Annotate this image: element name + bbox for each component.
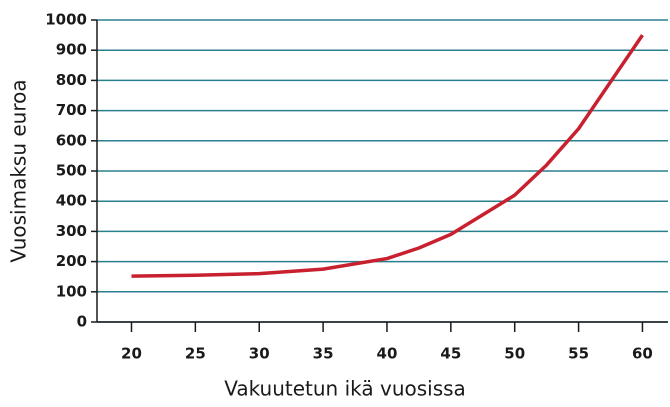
x-tick-label: 35 — [313, 345, 334, 363]
x-tick-label: 25 — [185, 345, 206, 363]
y-tick-label: 700 — [56, 101, 87, 119]
y-tick-label: 200 — [56, 252, 87, 270]
x-tick-label: 20 — [121, 345, 142, 363]
y-tick-label: 100 — [56, 282, 87, 300]
y-tick-label: 0 — [77, 313, 87, 331]
x-tick-label: 40 — [377, 345, 398, 363]
x-axis-title: Vakuutetun ikä vuosissa — [224, 377, 466, 401]
x-tick-label: 60 — [632, 345, 653, 363]
y-tick-label: 600 — [56, 131, 87, 149]
y-tick-label: 800 — [56, 71, 87, 89]
y-tick-label: 900 — [56, 41, 87, 59]
y-tick-label: 1000 — [45, 11, 87, 29]
x-tick-label: 45 — [440, 345, 461, 363]
x-tick-label: 30 — [249, 345, 270, 363]
data-line — [131, 34, 644, 278]
y-tick-label: 500 — [56, 162, 87, 180]
y-tick-label: 400 — [56, 192, 87, 210]
y-tick-label: 300 — [56, 222, 87, 240]
x-tick-label: 50 — [504, 345, 525, 363]
x-tick-label: 55 — [568, 345, 589, 363]
y-axis-title: Vuosimaksu euroa — [7, 79, 31, 262]
